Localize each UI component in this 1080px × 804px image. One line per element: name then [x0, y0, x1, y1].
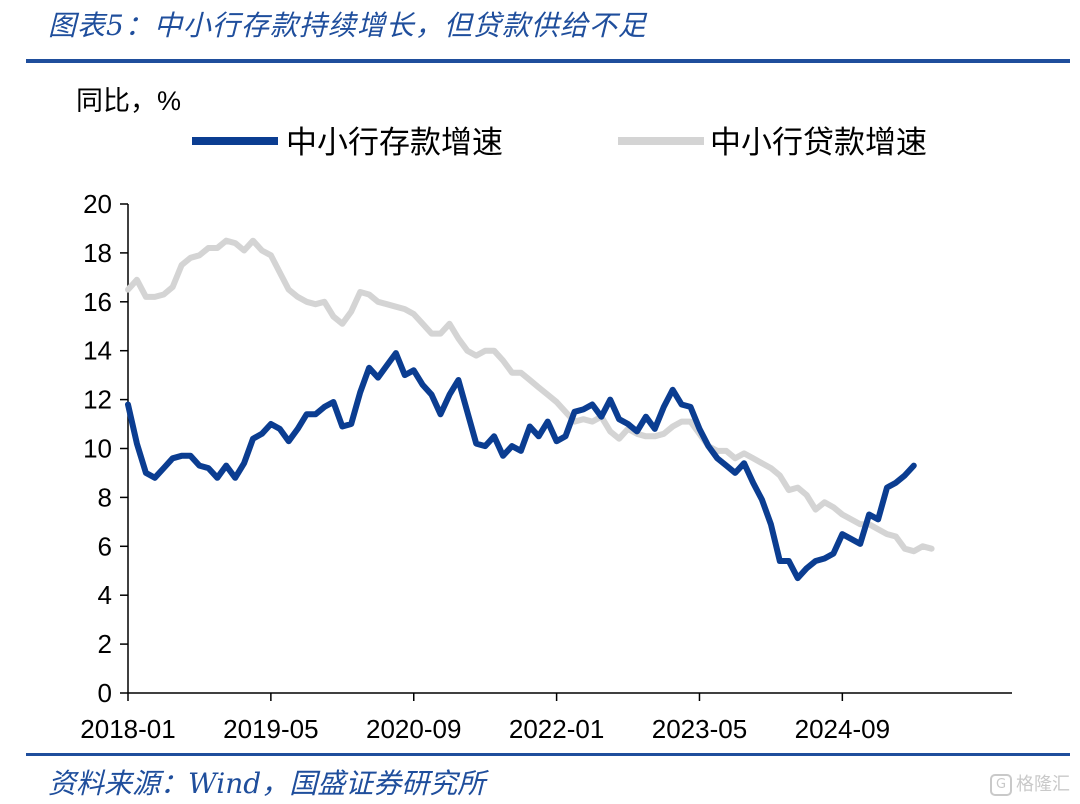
y-tick-label: 20 — [83, 189, 112, 219]
y-tick-label: 10 — [83, 434, 112, 464]
series-lines — [125, 237, 935, 582]
y-tick-label: 2 — [98, 629, 112, 659]
x-axis-ticks: 2018-01 2019-05 2020-09 2022-01 2023-05 2024-… — [80, 693, 890, 744]
unit-label: 同比，% — [76, 86, 181, 116]
figure-title: 图表5：中小行存款持续增长，但贷款供给不足 — [48, 9, 647, 42]
x-tick-label: 2022-01 — [509, 714, 604, 744]
y-tick-label: 4 — [98, 580, 112, 610]
x-tick-label: 2024-09 — [795, 714, 890, 744]
y-tick-label: 6 — [98, 531, 112, 561]
legend-label-deposit: 中小行存款增速 — [286, 125, 503, 160]
watermark-logo-icon: G — [990, 774, 1012, 796]
legend-label-loan: 中小行贷款增速 — [710, 125, 927, 160]
y-tick-label: 0 — [98, 678, 112, 708]
x-tick-label: 2023-05 — [652, 714, 747, 744]
source-rule — [26, 753, 1070, 756]
y-tick-label: 18 — [83, 238, 112, 268]
legend: 中小行存款增速 中小行贷款增速 — [192, 125, 927, 160]
watermark: G 格隆汇 — [990, 770, 1070, 796]
axes — [127, 204, 1012, 694]
x-tick-label: 2019-05 — [223, 714, 318, 744]
series-line-deposit — [125, 350, 917, 582]
y-tick-label: 16 — [83, 287, 112, 317]
x-tick-label: 2018-01 — [80, 714, 175, 744]
y-tick-label: 14 — [83, 336, 112, 366]
y-tick-label: 8 — [98, 482, 112, 512]
y-axis-ticks: 0 2 4 6 8 10 12 14 16 18 20 — [83, 189, 128, 708]
title-rule — [26, 59, 1070, 63]
y-tick-label: 12 — [83, 385, 112, 415]
series-line-loan — [125, 237, 935, 555]
watermark-text: 格隆汇 — [1016, 774, 1070, 795]
x-tick-label: 2020-09 — [366, 714, 461, 744]
source-note: 资料来源：Wind，国盛证券研究所 — [48, 767, 486, 800]
